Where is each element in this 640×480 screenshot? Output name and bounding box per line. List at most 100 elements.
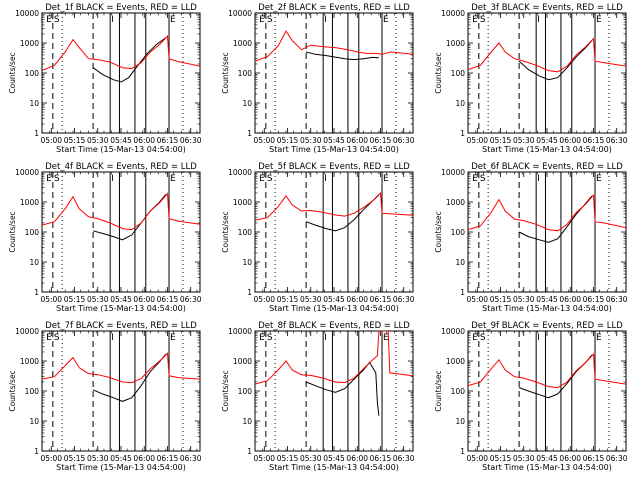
interval-marker-label: E — [472, 15, 478, 25]
x-tick-label: 05:45 — [323, 295, 345, 304]
x-tick-label: 05:45 — [323, 136, 345, 145]
y-tick-label: 1 — [34, 129, 39, 138]
y-tick-label: 1000 — [446, 39, 465, 48]
interval-marker-label: S — [54, 15, 60, 25]
data-layer — [468, 193, 626, 243]
x-tick-label: 05:45 — [110, 295, 132, 304]
x-tick-label: 06:30 — [180, 295, 202, 304]
panel-det-7: Det_7f BLACK = Events, RED = LLD 1 10 100 10… — [8, 321, 202, 472]
x-tick-label: 05:30 — [87, 136, 109, 145]
y-tick-label: 1 — [247, 288, 252, 297]
y-tick-label: 10000 — [228, 168, 252, 177]
x-tick-label: 05:00 — [253, 136, 275, 145]
y-tick-label: 100 — [451, 69, 466, 78]
x-tick-label: 06:15 — [157, 295, 179, 304]
x-tick-label: 06:00 — [346, 295, 368, 304]
x-tick-label: 05:30 — [87, 454, 109, 463]
y-tick-label: 10000 — [15, 327, 39, 336]
y-tick-label: 100 — [451, 228, 466, 237]
x-tick-label: 05:15 — [490, 136, 512, 145]
interval-marker-label: S — [480, 174, 486, 184]
interval-marker-label: I — [111, 15, 114, 25]
interval-marker-label: I — [324, 174, 327, 184]
x-tick-label: 05:00 — [466, 454, 488, 463]
y-tick-label: 1 — [34, 447, 39, 456]
x-tick-label: 06:00 — [346, 454, 368, 463]
plot-frame — [41, 171, 201, 293]
x-tick-label: 06:15 — [583, 295, 605, 304]
panel-det-1: Det_1f BLACK = Events, RED = LLD 1 10 100 10… — [8, 3, 202, 154]
interval-marker-label: S — [267, 333, 273, 343]
x-tick-label: 06:30 — [606, 295, 628, 304]
y-tick-label: 1000 — [20, 39, 39, 48]
data-layer — [255, 331, 413, 416]
y-axis-label: Counts/sec — [8, 370, 17, 411]
data-layer — [468, 352, 626, 399]
x-tick-label: 05:00 — [253, 454, 275, 463]
x-tick-label: 06:00 — [133, 295, 155, 304]
x-tick-label: 05:00 — [466, 295, 488, 304]
interval-marker-label: I — [537, 333, 540, 343]
y-tick-label: 100 — [238, 69, 253, 78]
x-axis-label: Start Time (15-Mar-13 04:54:00) — [482, 304, 612, 313]
panel-title: Det_7f BLACK = Events, RED = LLD — [45, 321, 197, 331]
x-tick-label: 05:45 — [536, 136, 558, 145]
x-axis-label: Start Time (15-Mar-13 04:54:00) — [56, 145, 186, 154]
y-tick-label: 100 — [451, 387, 466, 396]
y-axis-label: Counts/sec — [8, 52, 17, 93]
x-tick-label: 05:30 — [513, 136, 535, 145]
x-axis-label: Start Time (15-Mar-13 04:54:00) — [56, 304, 186, 313]
series-line-lld — [468, 193, 626, 232]
x-tick-label: 05:30 — [300, 295, 322, 304]
y-tick-label: 1 — [460, 447, 465, 456]
interval-marker-label: E — [46, 15, 52, 25]
x-tick-label: 06:30 — [606, 454, 628, 463]
plot-frame — [41, 330, 201, 452]
panel-title: Det_9f BLACK = Events, RED = LLD — [471, 321, 623, 331]
interval-marker-label: E — [596, 174, 602, 184]
series-line-events — [92, 353, 167, 402]
data-layer — [42, 34, 200, 83]
x-axis-label: Start Time (15-Mar-13 04:54:00) — [269, 304, 399, 313]
x-tick-label: 05:30 — [300, 136, 322, 145]
series-line-lld — [468, 37, 626, 73]
series-line-lld — [468, 352, 626, 389]
interval-marker-label: S — [480, 333, 486, 343]
interval-marker-label: E — [46, 174, 52, 184]
y-tick-label: 100 — [25, 387, 40, 396]
y-tick-label: 10 — [455, 99, 465, 108]
interval-marker-label: E — [596, 333, 602, 343]
interval-marker-label: I — [537, 15, 540, 25]
data-layer — [255, 30, 413, 62]
y-tick-label: 10 — [455, 417, 465, 426]
y-tick-label: 10 — [29, 417, 39, 426]
panel-title: Det_3f BLACK = Events, RED = LLD — [471, 3, 623, 13]
x-tick-label: 06:15 — [583, 454, 605, 463]
y-tick-label: 10 — [242, 417, 252, 426]
plot-frame — [254, 12, 414, 134]
x-axis-label: Start Time (15-Mar-13 04:54:00) — [482, 145, 612, 154]
panel-det-6: Det_6f BLACK = Events, RED = LLD 1 10 100 10… — [434, 162, 628, 313]
interval-marker-label: E — [170, 333, 176, 343]
x-tick-label: 05:15 — [64, 454, 86, 463]
series-line-lld — [255, 30, 413, 62]
y-tick-label: 1000 — [20, 198, 39, 207]
y-tick-label: 1000 — [446, 198, 465, 207]
x-tick-label: 06:15 — [157, 454, 179, 463]
panel-title: Det_1f BLACK = Events, RED = LLD — [45, 3, 197, 13]
panel-det-8: Det_8f BLACK = Events, RED = LLD 1 10 100 10… — [221, 321, 415, 472]
x-tick-label: 05:15 — [64, 295, 86, 304]
y-tick-label: 1 — [34, 288, 39, 297]
y-tick-label: 1000 — [446, 357, 465, 366]
series-line-events — [518, 195, 593, 243]
series-line-events — [305, 194, 380, 232]
y-axis-label: Counts/sec — [434, 370, 443, 411]
y-tick-label: 10000 — [15, 168, 39, 177]
x-axis-label: Start Time (15-Mar-13 04:54:00) — [56, 463, 186, 472]
x-tick-label: 05:15 — [64, 136, 86, 145]
y-tick-label: 10000 — [228, 9, 252, 18]
series-line-events — [305, 361, 380, 416]
panel-title: Det_8f BLACK = Events, RED = LLD — [258, 321, 410, 331]
interval-marker-label: S — [267, 174, 273, 184]
